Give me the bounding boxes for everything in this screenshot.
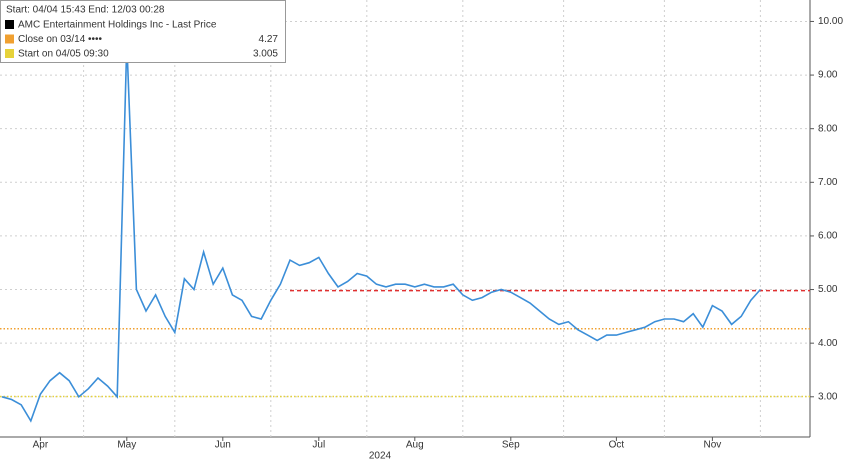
x-tick-label: Sep bbox=[502, 440, 520, 451]
legend-value: 3.005 bbox=[253, 49, 278, 60]
y-tick-label: 10.00 bbox=[818, 16, 843, 27]
legend-swatch bbox=[5, 49, 14, 58]
y-tick-label: 7.00 bbox=[818, 177, 838, 188]
y-tick-label: 6.00 bbox=[818, 231, 838, 242]
y-tick-label: 3.00 bbox=[818, 391, 838, 402]
x-tick-label: Apr bbox=[33, 440, 49, 451]
y-tick-label: 4.00 bbox=[818, 338, 838, 349]
legend-value: 4.27 bbox=[259, 34, 279, 45]
x-tick-label: Oct bbox=[609, 440, 625, 451]
legend-swatch bbox=[5, 20, 14, 29]
x-tick-label: Jul bbox=[312, 440, 325, 451]
x-axis-year: 2024 bbox=[369, 451, 392, 462]
price-line bbox=[1, 42, 761, 423]
legend-label: Start on 04/05 09:30 bbox=[18, 49, 109, 60]
legend-label: AMC Entertainment Holdings Inc - Last Pr… bbox=[18, 20, 217, 31]
y-tick-label: 9.00 bbox=[818, 70, 838, 81]
x-tick-label: Aug bbox=[406, 440, 424, 451]
legend-header: Start: 04/04 15:43 End: 12/03 00:28 bbox=[6, 5, 165, 16]
x-tick-label: Jun bbox=[215, 440, 231, 451]
legend-box bbox=[0, 0, 286, 63]
legend-swatch bbox=[5, 34, 14, 44]
x-tick-label: May bbox=[117, 440, 136, 451]
legend-label: Close on 03/14 •••• bbox=[18, 34, 103, 45]
y-tick-label: 5.00 bbox=[818, 284, 838, 295]
y-tick-label: 8.00 bbox=[818, 123, 838, 134]
x-tick-label: Nov bbox=[704, 440, 722, 451]
